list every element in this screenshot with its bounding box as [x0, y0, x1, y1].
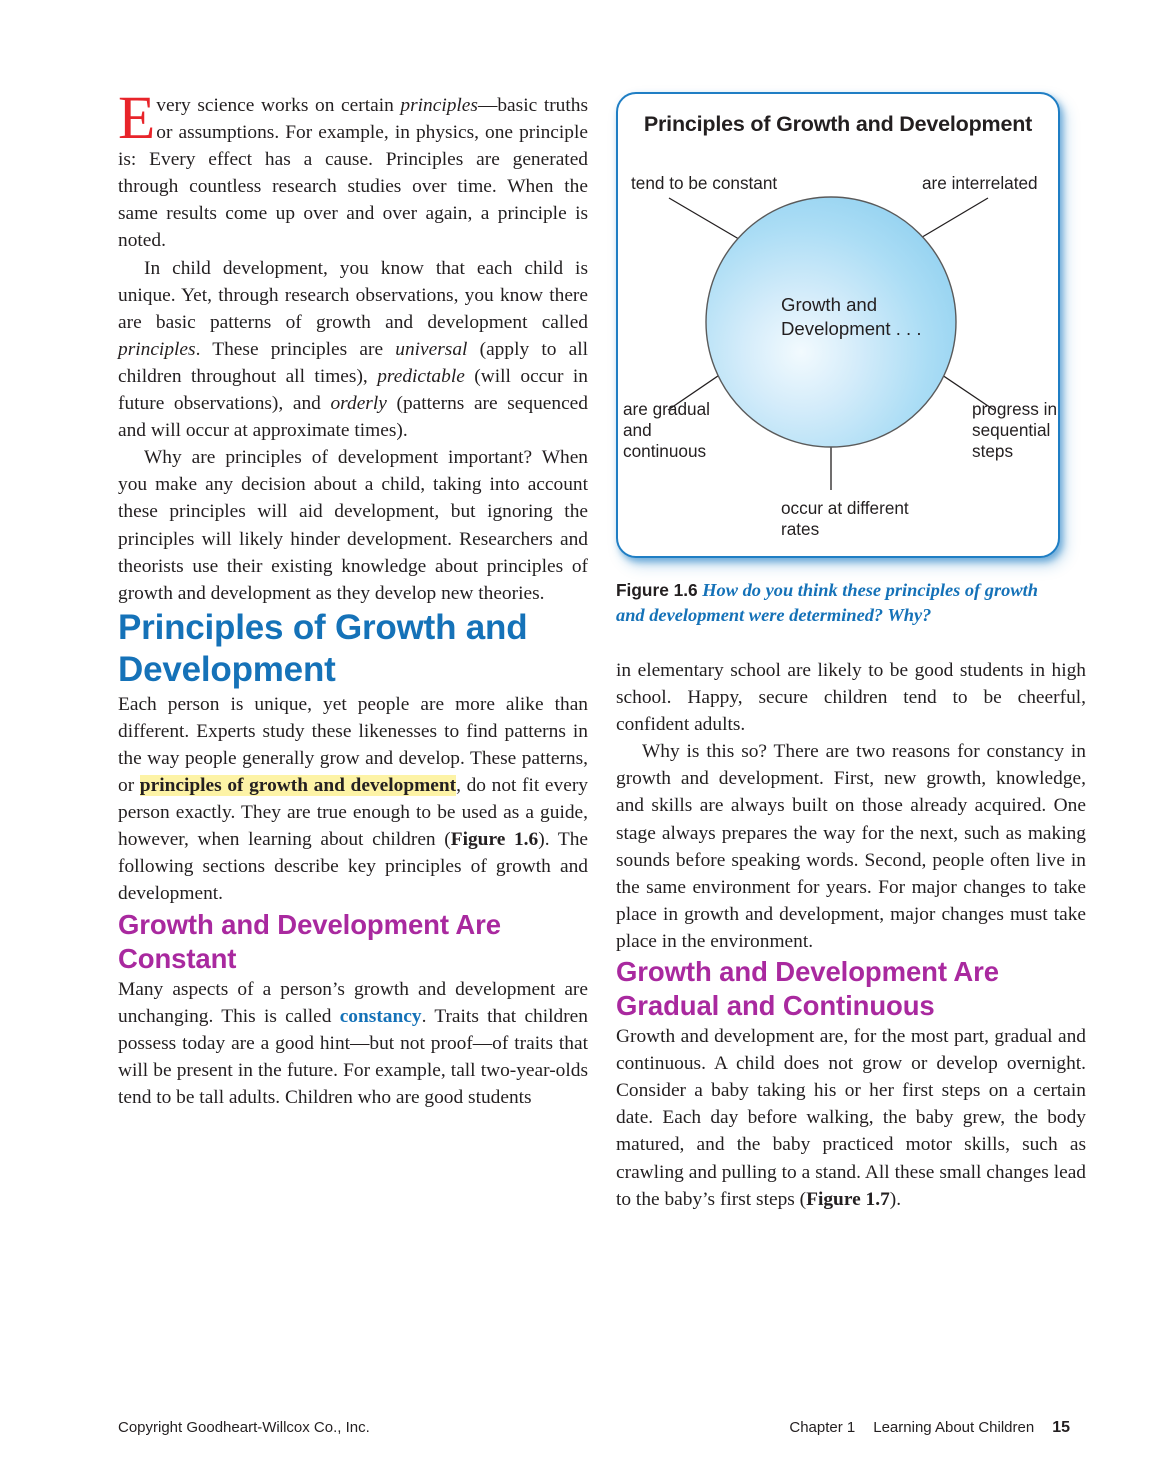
section-heading-constant: Growth and Development Are Constant [118, 908, 501, 974]
figure-1-6: Principles of Growth and Development [616, 92, 1074, 627]
footer-chapter-number: Chapter 1 [789, 1419, 856, 1436]
p5-text-a: Many aspects of a person’s growth and de… [118, 978, 588, 1027]
figure-title: Principles of Growth and Development [643, 112, 1033, 136]
paragraph-constancy: Many aspects of a person’s growth and de… [118, 976, 588, 1111]
intro-text-a: very science works on certain [156, 95, 401, 116]
figure-label-are-interrelated: are interrelated [922, 173, 1038, 193]
p2-text-c: (apply to all children throughout all ti… [118, 338, 588, 387]
key-term-highlight: principles of growth and development [139, 775, 457, 797]
figure-reference-1-6: Figure 1.6 [450, 829, 539, 851]
copyright-notice: Copyright Goodheart-Willcox Co., Inc. [118, 1419, 370, 1436]
figure-caption-text: How do you think these principles of gro… [616, 580, 1038, 625]
intro-italic-principles: principles [400, 95, 478, 116]
drop-cap: E [118, 85, 156, 152]
footer-chapter-title: Learning About Children [873, 1419, 1035, 1436]
paragraph-child-development: In child development, you know that each… [118, 255, 588, 445]
paragraph-elementary-school: in elementary school are likely to be go… [616, 660, 1086, 736]
p2-text-d: (will occur in future observations), and [118, 365, 588, 415]
p2-text-a: In child development, you know that each… [118, 257, 588, 333]
paragraph-each-person: Each person is unique, yet people are mo… [118, 691, 588, 908]
figure-label-are-gradual-and-continuous: are gradual and continuous [623, 399, 710, 461]
section-heading-gradual: Growth and Development Are Gradual and C… [616, 956, 999, 1022]
p2-italic-principles: principles [118, 338, 196, 360]
figure-box: Principles of Growth and Development [616, 92, 1060, 558]
paragraph-gradual-continuous: Growth and development are, for the most… [616, 1023, 1086, 1213]
paragraph-why-is-this-so: Why is this so? There are two reasons fo… [616, 741, 1086, 952]
key-term-constancy: constancy [339, 1005, 422, 1027]
page-footer: Copyright Goodheart-Willcox Co., Inc. Ch… [118, 1419, 1070, 1437]
p5-text-b: . Traits that children possess today are… [118, 1005, 588, 1108]
figure-label-occur-at-different-rates: occur at different rates [781, 498, 909, 539]
figure-center-label: Growth and Development . . . [781, 294, 922, 339]
figure-reference-1-7: Figure 1.7 [806, 1188, 890, 1210]
p2-text-e: (patterns are sequenced and will occur a… [118, 393, 588, 442]
figure-caption: Figure 1.6 How do you think these princi… [616, 578, 1068, 627]
p3r-text-a: Growth and development are, for the most… [616, 1026, 1086, 1210]
p3r-text-b: ). [889, 1188, 902, 1210]
intro-text-b: —basic truths or assumptions. For exampl… [118, 95, 588, 252]
page-title: Principles of Growth and Development [118, 607, 528, 689]
central-circle [705, 196, 957, 448]
figure-diagram [667, 196, 995, 490]
figure-label-progress-in-sequential-steps: progress in sequential steps [972, 399, 1058, 461]
p4-text-c: ). The following sections describe key p… [118, 829, 588, 905]
p4-text-b: , do not fit every person exactly. They … [118, 775, 588, 851]
figure-caption-number: Figure 1.6 [616, 580, 698, 600]
p2-text-b: . These principles are [195, 338, 396, 360]
figure-label-tend-to-be-constant: tend to be constant [631, 173, 778, 193]
p4-text-a: Each person is unique, yet people are mo… [118, 693, 588, 797]
paragraph-why-important: Why are principles of development import… [118, 447, 588, 604]
right-column: Principles of Growth and Development [616, 92, 1086, 1213]
footer-chapter-info: Chapter 1 Learning About Children 15 [789, 1419, 1070, 1437]
p2-italic-orderly: orderly [330, 393, 387, 415]
p2-italic-universal: universal [395, 338, 468, 360]
p2-italic-predictable: predictable [377, 365, 465, 387]
page-number: 15 [1052, 1419, 1070, 1436]
